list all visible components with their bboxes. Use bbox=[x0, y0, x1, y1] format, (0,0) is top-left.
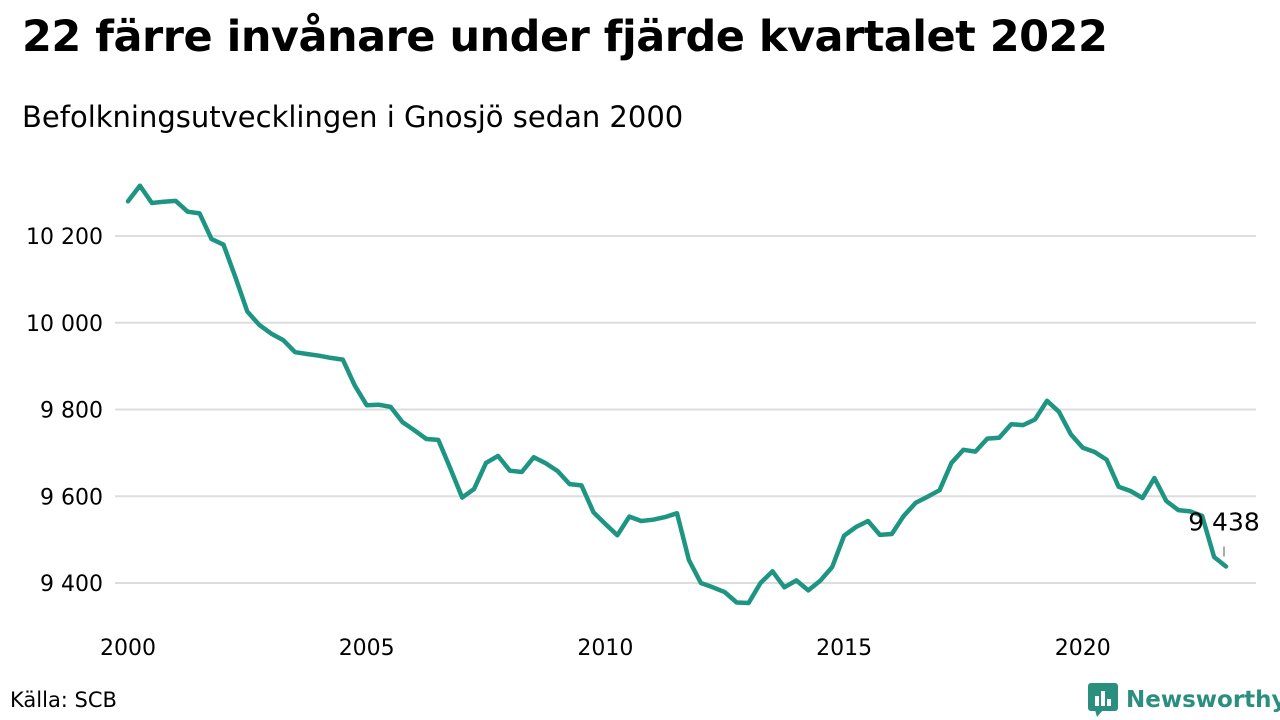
annotation-label: 9 438 bbox=[1188, 508, 1260, 537]
bar-chart-icon bbox=[1088, 683, 1118, 717]
x-tick-label: 2015 bbox=[816, 636, 872, 661]
source-credit: Källa: SCB bbox=[10, 688, 117, 712]
line-chart: 9 400 9 600 9 800 10 000 10 200 2000 2005 2010… bbox=[26, 183, 1260, 661]
y-tick-label: 9 400 bbox=[40, 572, 103, 597]
y-tick-label: 10 200 bbox=[26, 225, 103, 250]
y-tick-label: 9 800 bbox=[40, 399, 103, 424]
brand-logo[interactable]: Newsworthy bbox=[1088, 683, 1280, 717]
y-tick-label: 9 600 bbox=[40, 485, 103, 510]
chart-title: 22 färre invånare under fjärde kvartalet… bbox=[22, 12, 1108, 62]
y-axis-tick-labels: 9 400 9 600 9 800 10 000 10 200 bbox=[26, 225, 103, 597]
brand-name: Newsworthy bbox=[1126, 687, 1280, 713]
y-tick-label: 10 000 bbox=[26, 312, 103, 337]
gridlines bbox=[115, 235, 1256, 584]
x-tick-label: 2005 bbox=[339, 636, 395, 661]
chart-subtitle: Befolkningsutvecklingen i Gnosjö sedan 2… bbox=[22, 100, 684, 134]
x-tick-label: 2010 bbox=[577, 636, 633, 661]
x-axis-tick-labels: 2000 2005 2010 2015 2020 bbox=[100, 636, 1111, 661]
population-line bbox=[125, 183, 1229, 606]
x-tick-label: 2000 bbox=[100, 636, 156, 661]
x-tick-label: 2020 bbox=[1055, 636, 1111, 661]
